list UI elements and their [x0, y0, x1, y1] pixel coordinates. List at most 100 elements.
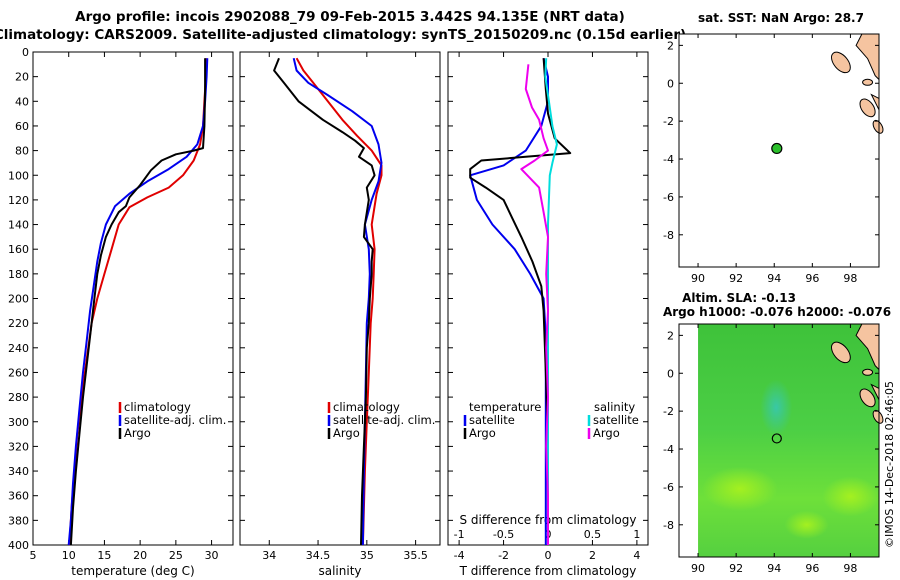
- temperature-legend-label: climatology: [124, 400, 191, 414]
- differences-top-xtick-label: -0.5: [493, 528, 514, 541]
- temperature-ytick-label: 320: [8, 440, 29, 453]
- island: [831, 51, 851, 74]
- island: [872, 119, 884, 134]
- temperature-ytick-label: 120: [8, 194, 29, 207]
- island: [862, 78, 874, 86]
- temperature-ytick-label: 60: [15, 120, 29, 133]
- temperature-xtick-label: 30: [205, 549, 219, 562]
- sla-map-subtitle: Argo h1000: -0.076 h2000: -0.076: [663, 305, 891, 319]
- temperature-ytick-label: 100: [8, 169, 29, 182]
- temperature-xtick-label: 15: [97, 549, 111, 562]
- temperature-ytick-label: 140: [8, 219, 29, 232]
- map_sst-xtick-label: 90: [691, 272, 705, 285]
- map_sla-xtick-label: 98: [843, 562, 857, 575]
- map_sst-ytick-label: -8: [663, 229, 674, 242]
- sla-map-title: Altim. SLA: -0.13: [682, 291, 796, 305]
- map_sla-ytick-label: -2: [663, 405, 674, 418]
- map_sst-frame: [678, 33, 880, 268]
- map_sla-ytick-label: 2: [667, 329, 674, 342]
- differences-xtick-label: -4: [454, 549, 465, 562]
- temperature-xlabel: temperature (deg C): [71, 564, 194, 578]
- map_sla-ytick-label: -8: [663, 519, 674, 532]
- sst-map-panel: 90 92 94 96 98 2 0 -2 -4 -6 -8 sat. SST: NaN Argo: …: [663, 11, 884, 285]
- title-line-1: Argo profile: incois 2902088_79 09-Feb-2…: [75, 9, 625, 25]
- map_sst-ytick-label: -4: [663, 153, 674, 166]
- differences-t-legend-label: Argo: [469, 426, 496, 440]
- temperature-series-argo: [69, 58, 207, 546]
- temperature-ytick-label: 240: [8, 342, 29, 355]
- salinity-plot-frame: [239, 51, 441, 546]
- map_sla-ytick-label: -4: [663, 443, 674, 456]
- map_sla-xtick-label: 90: [691, 562, 705, 575]
- island: [872, 409, 884, 424]
- differences-xtick-label: 4: [633, 549, 640, 562]
- sst-map-title: sat. SST: NaN Argo: 28.7: [698, 11, 864, 25]
- salinity-xtick-label: 35.5: [403, 549, 428, 562]
- salinity-legend-label: satellite-adj. clim.: [333, 413, 435, 427]
- temperature-legend-label: Argo: [124, 426, 151, 440]
- temperature-ytick-label: 280: [8, 391, 29, 404]
- differences-xtick-label: 2: [589, 549, 596, 562]
- salinity-xlabel: salinity: [318, 564, 361, 578]
- differences-t-legend-label: satellite: [469, 413, 515, 427]
- map_sla-xtick-label: 96: [805, 562, 819, 575]
- argo-float-position: [771, 433, 782, 444]
- temperature-xtick-label: 20: [133, 549, 147, 562]
- temperature-ytick-label: 380: [8, 514, 29, 527]
- temperature-ytick-label: 80: [15, 145, 29, 158]
- salinity-profile-panel: 34 34.5 35 35.5 salinity climatologysatellite…: [239, 51, 441, 578]
- map_sst-ytick-label: 2: [667, 39, 674, 52]
- island: [862, 368, 874, 376]
- differences-legend-title-temperature: temperature: [469, 400, 541, 414]
- island: [859, 388, 876, 408]
- temperature-xtick-label: 5: [30, 549, 37, 562]
- salinity-legend-label: Argo: [333, 426, 360, 440]
- argo-float-position: [771, 142, 783, 155]
- salinity-xtick-label: 35: [360, 549, 374, 562]
- temperature-xtick-label: 10: [62, 549, 76, 562]
- map_sst-xtick-label: 94: [767, 272, 781, 285]
- salinity-legend-label: climatology: [333, 400, 400, 414]
- temperature-ytick-label: 0: [22, 46, 29, 59]
- differences-xtick-label: 0: [545, 549, 552, 562]
- map_sst-ytick-label: -2: [663, 115, 674, 128]
- temperature-ytick-label: 180: [8, 268, 29, 281]
- differences-xtick-label: -2: [498, 549, 509, 562]
- sla-high-anomaly-west: [701, 466, 778, 511]
- temperature-ytick-label: 260: [8, 366, 29, 379]
- differences-top-xtick-label: -1: [454, 528, 465, 541]
- sla-high-anomaly-east: [822, 476, 879, 517]
- differences-s-legend-label: Argo: [593, 426, 620, 440]
- temperature-ytick-label: 400: [8, 539, 29, 552]
- map_sst-xtick-label: 92: [729, 272, 743, 285]
- map_sst-ytick-label: -6: [663, 191, 674, 204]
- sla-low-anomaly: [760, 379, 793, 436]
- map_sst-xtick-label: 96: [805, 272, 819, 285]
- map_sla-xtick-label: 94: [767, 562, 781, 575]
- differences-top-xtick-label: 0.5: [584, 528, 602, 541]
- sla-map-panel: 90 92 94 96 98 2 0 -2 -4 -6 -8 Altim. SLA: -0.13Arg…: [663, 291, 891, 575]
- island: [859, 98, 876, 118]
- temperature-ytick-label: 360: [8, 490, 29, 503]
- imos-watermark: ©IMOS 14-Dec-2018 02:46:05: [883, 381, 896, 548]
- salinity-series-climatology: [295, 57, 383, 546]
- difference-profile-panel: -4 -2 0 2 4S difference from climatology-1 -0…: [447, 51, 649, 578]
- temperature-ytick-label: 20: [15, 71, 29, 84]
- differences-legend-title-salinity: salinity: [594, 400, 635, 414]
- map_sst-ytick-label: 0: [667, 77, 674, 90]
- temperature-xtick-label: 25: [169, 549, 183, 562]
- temperature-profile-panel: 5 10 15 20 25 3002040608010012014016018020022…: [8, 46, 234, 578]
- differences-top-xtick-label: 1: [633, 528, 640, 541]
- differences-s-legend-label: satellite: [593, 413, 639, 427]
- map_sla-xtick-label: 92: [729, 562, 743, 575]
- island: [831, 341, 851, 364]
- temperature-ytick-label: 220: [8, 317, 29, 330]
- temperature-series-satellite-adj-clim-: [67, 58, 209, 546]
- temperature-legend-label: satellite-adj. clim.: [124, 413, 226, 427]
- temperature-ytick-label: 340: [8, 465, 29, 478]
- temperature-ytick-label: 160: [8, 243, 29, 256]
- salinity-xtick-label: 34: [262, 549, 276, 562]
- map_sla-ytick-label: -6: [663, 481, 674, 494]
- temperature-ytick-label: 200: [8, 293, 29, 306]
